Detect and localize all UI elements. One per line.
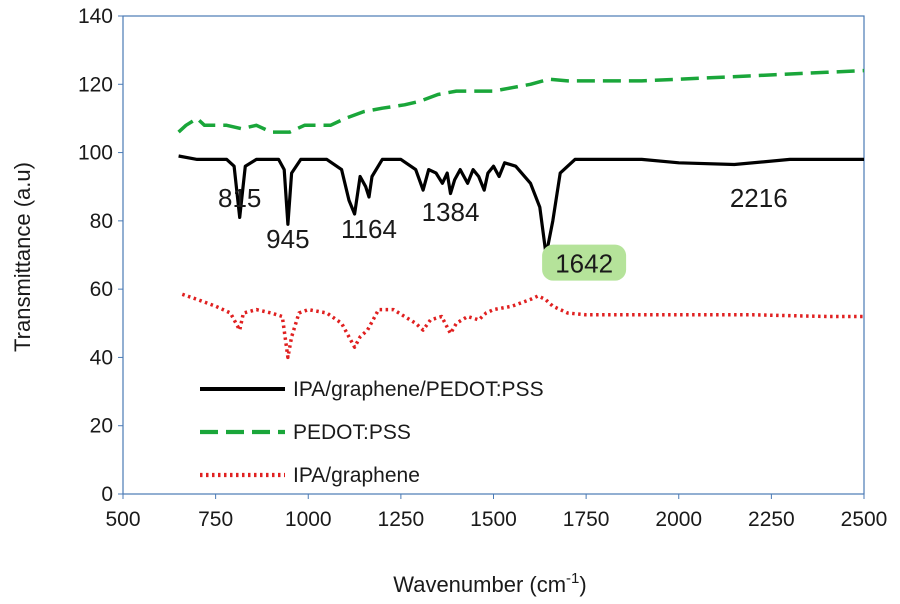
x-tick-label: 2500 — [841, 508, 888, 531]
series-group — [177, 68, 865, 360]
y-tick-label: 140 — [78, 5, 113, 28]
x-axis-title-main: Wavenumber (cm — [393, 572, 566, 597]
annotation-highlight — [542, 244, 627, 281]
y-tick-label: 40 — [90, 346, 113, 369]
x-tick-label: 1000 — [285, 508, 332, 531]
x-axis-title-end: ) — [579, 572, 586, 597]
y-tick-label: 0 — [101, 483, 113, 506]
series-line-1 — [177, 68, 865, 134]
x-axis-title-sup: -1 — [566, 570, 579, 587]
x-tick-label: 750 — [198, 508, 233, 531]
legend-label-0: IPA/graphene/PEDOT:PSS — [293, 378, 544, 401]
legend: IPA/graphene/PEDOT:PSS PEDOT:PSS IPA/graph… — [200, 378, 544, 487]
series-line-2 — [181, 292, 864, 360]
y-tick-label: 60 — [90, 278, 113, 301]
legend-label-2: IPA/graphene — [293, 464, 420, 487]
x-tick-label: 1500 — [470, 508, 517, 531]
y-tick-label: 80 — [90, 210, 113, 233]
series-line-0 — [178, 154, 864, 257]
peak-annotation: 1384 — [422, 197, 480, 227]
x-tick-label: 1250 — [378, 508, 425, 531]
peak-annotation: 1164 — [341, 214, 397, 244]
y-tick-label: 120 — [78, 73, 113, 96]
peak-annotation: 815 — [218, 183, 261, 213]
peak-annotation: 945 — [266, 224, 309, 254]
x-tick-label: 2000 — [655, 508, 702, 531]
plot-area — [122, 15, 865, 495]
y-axis: 0 20 40 60 80 100 120 140 — [78, 5, 123, 506]
legend-label-1: PEDOT:PSS — [293, 421, 411, 444]
y-tick-label: 100 — [78, 142, 113, 165]
peak-annotation: 1642 — [555, 249, 613, 279]
x-tick-label: 2250 — [748, 508, 795, 531]
x-axis: 500 750 1000 1250 1500 1750 2000 2250 2500 — [105, 494, 887, 531]
x-tick-label: 500 — [105, 508, 140, 531]
x-axis-title: Wavenumber (cm-1) — [393, 570, 586, 597]
y-axis-title: Transmittance (a.u) — [10, 162, 35, 352]
x-tick-label: 1750 — [563, 508, 610, 531]
y-tick-label: 20 — [90, 415, 113, 438]
peak-annotation: 2216 — [730, 183, 788, 213]
